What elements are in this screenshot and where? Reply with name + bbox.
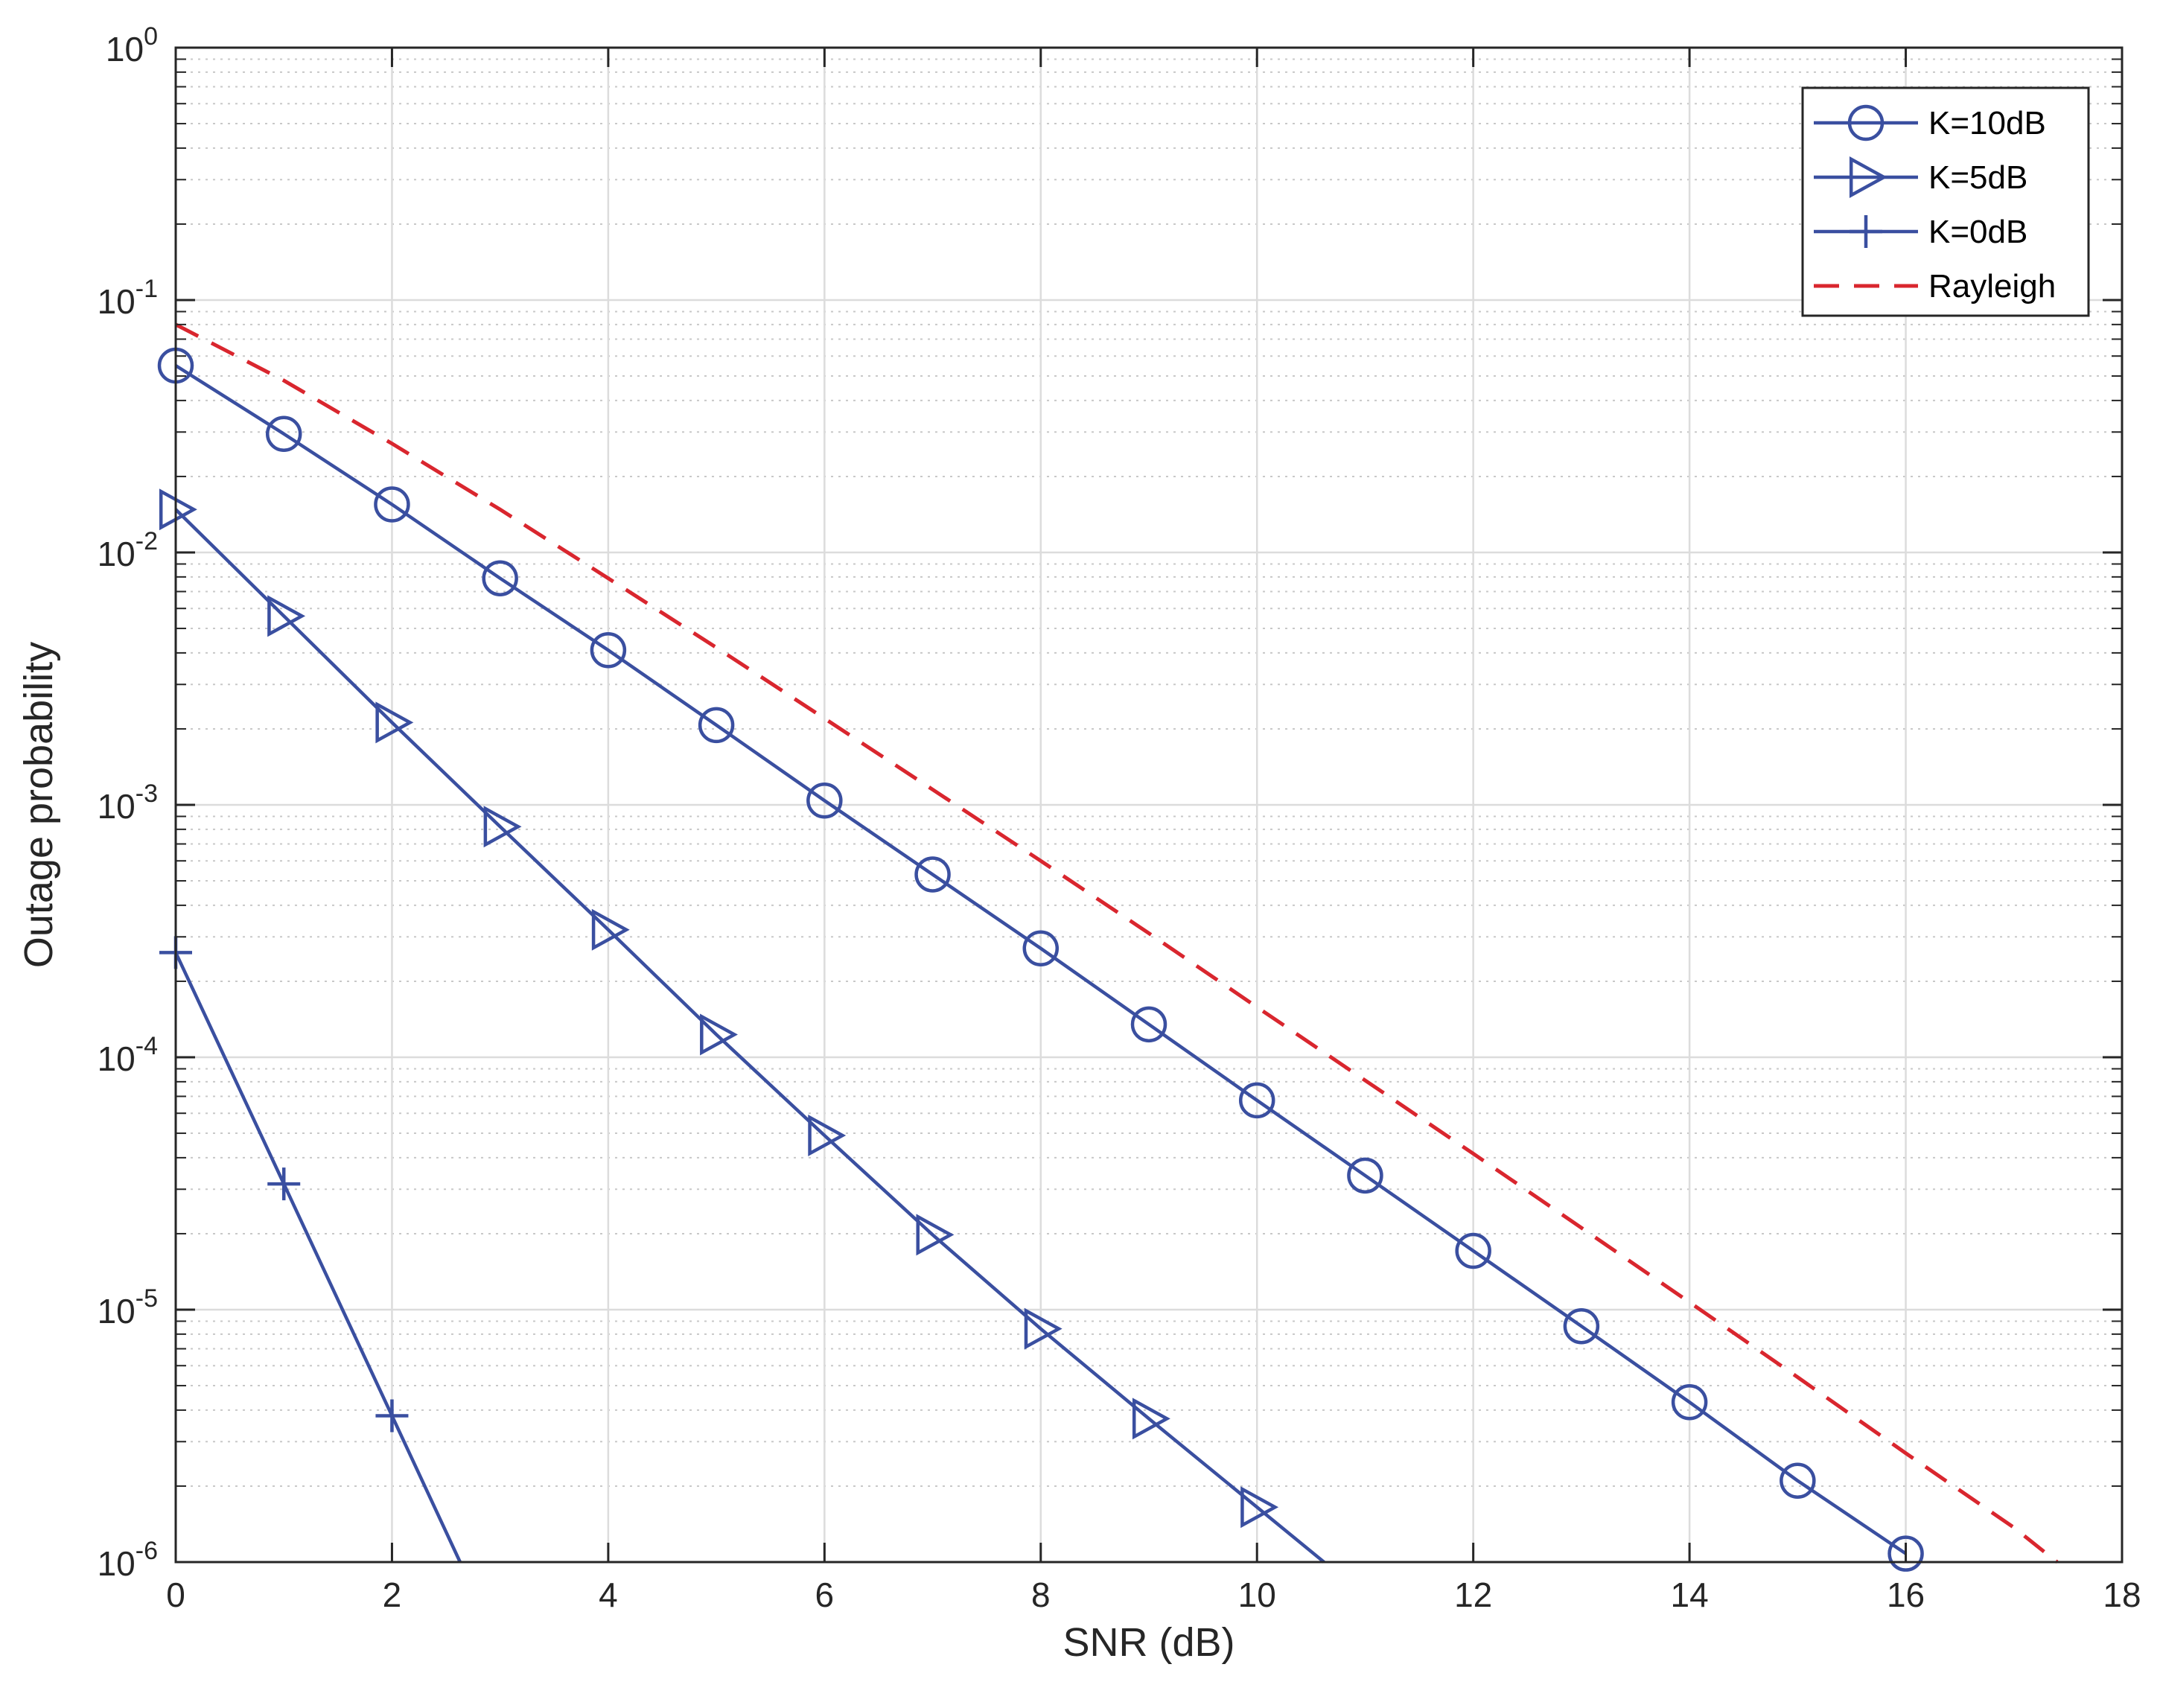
x-tick-label: 14 <box>1671 1575 1709 1614</box>
legend-entry: Rayleigh <box>1814 268 2056 305</box>
x-tick-labels: 0 2 4 6 8 10 12 14 16 18 <box>166 1575 2141 1614</box>
y-tick-base: 10 <box>106 30 144 68</box>
data-point-circle <box>1130 1006 1167 1043</box>
data-point-triangle <box>916 1214 955 1256</box>
legend-label: K=5dB <box>1928 159 2027 196</box>
data-point-circle <box>698 707 735 744</box>
data-point-circle <box>1238 1082 1275 1119</box>
data-point-circle <box>1022 930 1060 967</box>
legend-entry: K=0dB <box>1814 214 2027 250</box>
x-tick-label: 6 <box>815 1575 835 1614</box>
legend: K=10dB K=5dB K=0dB Rayleigh <box>1801 86 2090 317</box>
y-tick-base: 10 <box>98 1039 136 1078</box>
data-point-circle <box>590 632 627 669</box>
y-tick-exponent: -3 <box>136 780 158 808</box>
x-tick-label: 10 <box>1238 1575 1276 1614</box>
data-point-triangle <box>159 488 197 531</box>
x-axis-label: SNR (dB) <box>1063 1620 1234 1665</box>
y-tick-label: 10-6 <box>98 1537 158 1583</box>
series-line <box>174 364 1907 1555</box>
y-tick-exponent: -1 <box>136 275 158 303</box>
series-rayleigh <box>174 322 2059 1564</box>
data-point-circle <box>1347 1157 1383 1194</box>
y-tick-label: 100 <box>106 22 158 68</box>
series-k-10db <box>157 347 1924 1572</box>
legend-label: K=10dB <box>1928 105 2046 141</box>
y-tick-base: 10 <box>98 1544 136 1583</box>
y-tick-exponent: -6 <box>136 1537 158 1565</box>
y-tick-exponent: 0 <box>144 22 158 51</box>
y-tick-exponent: -5 <box>136 1284 158 1313</box>
data-point-triangle <box>1024 1307 1063 1350</box>
x-tick-label: 18 <box>2103 1575 2141 1614</box>
data-point-triangle <box>1240 1486 1279 1529</box>
data-point-circle <box>265 415 302 452</box>
series-k-5db <box>159 488 1325 1564</box>
data-point-plus <box>267 1167 301 1201</box>
y-tick-label: 10-2 <box>98 527 158 573</box>
x-tick-label: 4 <box>599 1575 618 1614</box>
data-point-circle <box>1847 104 1885 141</box>
data-point-triangle <box>483 806 522 848</box>
legend-label: K=0dB <box>1928 214 2027 250</box>
x-tick-label: 8 <box>1031 1575 1051 1614</box>
y-axis-label: Outage probability <box>16 642 61 968</box>
y-tick-base: 10 <box>98 1292 136 1331</box>
data-point-circle <box>1780 1462 1816 1500</box>
y-tick-label: 10-5 <box>98 1284 158 1331</box>
data-point-triangle <box>267 595 306 637</box>
data-point-triangle <box>375 701 414 744</box>
data-point-triangle <box>1849 156 1887 199</box>
data-point-circle <box>1671 1384 1708 1421</box>
data-point-circle <box>1563 1307 1600 1345</box>
data-point-plus <box>375 1399 409 1433</box>
data-point-triangle <box>700 1013 738 1056</box>
legend-entry: K=10dB <box>1814 104 2046 141</box>
y-tick-exponent: -4 <box>136 1032 158 1060</box>
series-line <box>173 952 462 1563</box>
series-line <box>174 322 2059 1564</box>
y-tick-exponent: -2 <box>136 527 158 555</box>
y-tick-base: 10 <box>98 535 136 573</box>
y-tick-base: 10 <box>98 787 136 826</box>
axis-ticks <box>174 46 2124 1564</box>
data-point-circle <box>482 560 518 596</box>
legend-entry: K=5dB <box>1814 156 2027 199</box>
data-point-circle <box>914 856 951 893</box>
y-tick-label: 10-4 <box>98 1032 158 1078</box>
data-point-circle <box>806 782 843 819</box>
data-point-circle <box>374 486 410 523</box>
x-tick-label: 0 <box>166 1575 185 1614</box>
data-point-triangle <box>591 908 630 951</box>
y-tick-label: 10-1 <box>98 275 158 321</box>
x-tick-label: 2 <box>383 1575 402 1614</box>
data-point-circle <box>1887 1535 1924 1572</box>
data-point-plus <box>1850 215 1882 248</box>
data-point-triangle <box>808 1115 847 1157</box>
y-tick-label: 10-3 <box>98 780 158 826</box>
legend-label: Rayleigh <box>1928 268 2056 305</box>
data-point-circle <box>1455 1232 1491 1269</box>
data-point-triangle <box>1132 1398 1170 1440</box>
y-tick-base: 10 <box>98 282 136 321</box>
legend-box <box>1801 86 2090 317</box>
series-layer <box>157 322 2059 1572</box>
series-line <box>174 508 1325 1564</box>
x-tick-label: 16 <box>1887 1575 1925 1614</box>
x-tick-label: 12 <box>1454 1575 1492 1614</box>
